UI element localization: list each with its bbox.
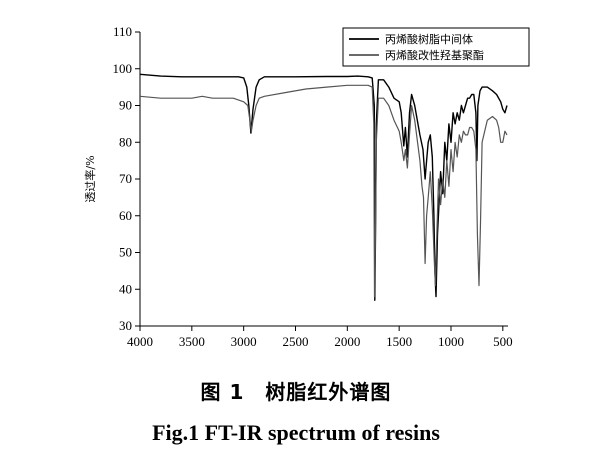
x-tick-label: 3500	[179, 334, 205, 349]
y-tick-label: 50	[119, 245, 132, 260]
y-tick-label: 60	[119, 208, 132, 223]
y-axis-label: 透过率/%	[83, 155, 97, 202]
y-tick-label: 40	[119, 281, 132, 296]
figure-caption-en: Fig.1 FT-IR spectrum of resins	[152, 420, 440, 445]
y-tick-label: 80	[119, 134, 132, 149]
x-tick-label: 4000	[127, 334, 153, 349]
y-tick-label: 100	[113, 61, 133, 76]
x-tick-label: 1500	[386, 334, 412, 349]
x-tick-label: 2000	[334, 334, 360, 349]
ftir-chart: 30 40 50 60 70 80 90 100 110 4000 3500 3000 2500 2000…	[83, 24, 530, 349]
chart-series	[139, 73, 508, 301]
x-tick-label: 1000	[438, 334, 464, 349]
figure-caption-cn: 图 1 树脂红外谱图	[200, 380, 392, 404]
series-line-2	[139, 84, 508, 298]
legend-label-1: 丙烯酸树脂中间体	[385, 32, 473, 46]
y-tick-label: 90	[119, 98, 132, 113]
legend-box	[342, 27, 530, 67]
y-tick-label: 70	[119, 171, 132, 186]
x-tick-label: 3000	[231, 334, 257, 349]
x-tick-label: 500	[493, 334, 513, 349]
y-tick-label: 30	[119, 318, 132, 333]
chart-axes: 30 40 50 60 70 80 90 100 110 4000 3500 3000 2500 2000…	[83, 24, 513, 349]
series-line-1	[139, 73, 508, 301]
x-tick-label: 2500	[282, 334, 308, 349]
legend-label-2: 丙烯酸改性羟基聚酯	[385, 48, 484, 62]
y-tick-label: 110	[113, 24, 132, 39]
